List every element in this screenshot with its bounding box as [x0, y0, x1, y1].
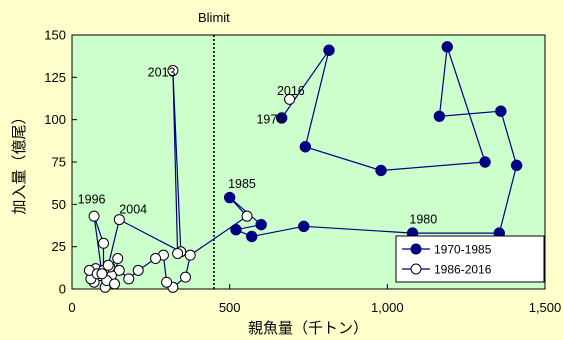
blimit-reference-line: Blimit	[198, 10, 230, 289]
y-axis-title: 加入量（億尾）	[10, 109, 28, 214]
data-point-1970-1985	[323, 44, 335, 56]
data-point-1986-2016	[184, 249, 196, 261]
legend-label: 1986-2016	[434, 263, 492, 277]
data-point-2016	[284, 93, 296, 105]
data-point-1986-2016	[161, 276, 173, 288]
year-annotation-2013: 2013	[148, 65, 176, 79]
data-point-1970-1985	[230, 224, 242, 236]
year-annotation-2004: 2004	[119, 202, 147, 216]
data-point-1970-1985	[246, 230, 258, 243]
data-point-1970-1985	[495, 105, 507, 117]
data-point-1986-2016	[180, 271, 192, 283]
data-point-1970-1985	[510, 159, 523, 172]
legend: 1970-1985 1986-2016	[395, 235, 545, 283]
data-point-1986-2016	[98, 237, 110, 249]
legend-box	[395, 235, 545, 283]
x-tick-label: 0	[68, 300, 75, 315]
data-point-1986-2016	[113, 264, 125, 276]
x-tick-label: 1,000	[371, 300, 404, 315]
legend-marker	[410, 263, 422, 275]
x-tick-label: 500	[219, 300, 241, 315]
y-tick-label: 0	[59, 282, 66, 297]
y-tick-label: 50	[52, 197, 66, 212]
axes: 0 25 50 75 100 125 150 0 500 1,000 1,500	[44, 28, 561, 316]
blimit-label: Blimit	[198, 10, 230, 25]
series-container	[83, 41, 523, 293]
data-point-1986-2016	[102, 259, 114, 271]
year-annotation-1985: 1985	[228, 177, 256, 191]
year-annotation-1970: 1970	[256, 113, 284, 127]
data-point-1970-1985	[298, 220, 310, 233]
data-point-1986-2016	[241, 210, 253, 222]
legend-marker	[410, 243, 422, 255]
data-point-1986-2016	[167, 65, 179, 77]
data-point-1970-1985	[275, 112, 288, 124]
data-point-1970-1985	[223, 191, 236, 204]
year-annotation-1996: 1996	[78, 192, 106, 206]
x-tick-label: 1,500	[529, 300, 562, 315]
data-point-1986-2016	[109, 278, 121, 290]
data-point-1986-2016	[123, 273, 135, 285]
y-tick-label: 125	[44, 70, 66, 85]
series-line-1970-1985	[229, 46, 518, 238]
data-point-1970-1985	[441, 41, 453, 53]
data-point-1986-2016	[113, 214, 125, 226]
y-tick-label: 25	[52, 239, 66, 254]
data-point-1986-2016	[88, 210, 100, 222]
data-point-1970-1985	[255, 218, 267, 231]
data-point-1970-1985	[479, 156, 491, 168]
data-point-1986-2016	[172, 247, 184, 259]
data-point-1970-1985	[375, 164, 387, 177]
y-tick-label: 100	[44, 112, 66, 127]
x-axis-title: 親魚量（千トン）	[248, 319, 368, 337]
y-tick-label: 75	[52, 155, 66, 170]
data-point-1986-2016	[96, 268, 108, 280]
data-point-1970-1985	[299, 141, 312, 153]
data-point-1970-1985	[433, 110, 446, 122]
data-point-1986-2016	[112, 253, 124, 265]
data-point-1986-2016	[132, 264, 144, 276]
legend-label: 1970-1985	[434, 243, 492, 257]
annotations: 2013 2016 1970 1985 1996 2004 1980	[78, 65, 438, 226]
data-point-1986-2016	[150, 253, 162, 265]
year-annotation-2016: 2016	[277, 84, 305, 98]
year-annotation-1980: 1980	[409, 213, 437, 227]
y-tick-label: 150	[44, 28, 66, 43]
